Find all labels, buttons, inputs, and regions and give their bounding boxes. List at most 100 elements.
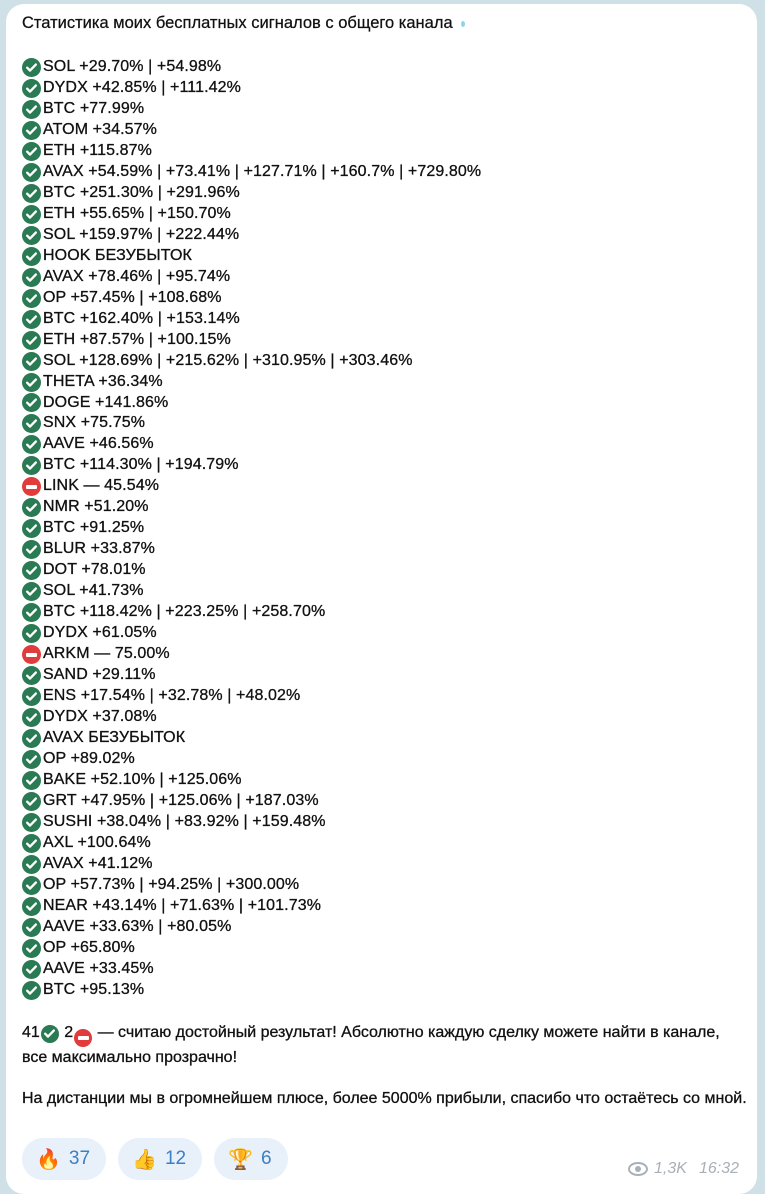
signal-row: AAVE +33.63% | +80.05% bbox=[22, 917, 481, 938]
reaction-button[interactable]: 🔥 37 bbox=[22, 1138, 107, 1180]
views-count: 1,3K bbox=[654, 1160, 687, 1177]
signal-text: OP +57.45% | +108.68% bbox=[43, 288, 222, 306]
signal-row: OP +57.73% | +94.25% | +300.00% bbox=[22, 875, 481, 896]
signal-text: SOL +29.70% | +54.98% bbox=[43, 58, 222, 75]
signal-row: SAND +29.11% bbox=[22, 665, 481, 686]
signal-row: BTC +95.13% bbox=[22, 980, 481, 1001]
check-icon bbox=[22, 435, 41, 455]
signal-row: SOL +128.69% | +215.62% | +310.95% | +30… bbox=[22, 351, 481, 372]
check-icon bbox=[22, 938, 41, 958]
signal-text: ETH +87.57% | +100.15% bbox=[43, 330, 231, 348]
signal-text: AVAX +41.12% bbox=[43, 854, 153, 872]
check-icon bbox=[22, 309, 41, 329]
signal-text: BAKE +52.10% | +125.06% bbox=[43, 770, 242, 788]
check-icon bbox=[22, 204, 41, 224]
check-icon bbox=[22, 141, 41, 161]
reaction-button[interactable]: 🏆 6 bbox=[214, 1138, 288, 1180]
signal-row: DOGE +141.86% bbox=[22, 393, 481, 414]
signal-text: SOL +128.69% | +215.62% | +310.95% | +30… bbox=[43, 351, 413, 369]
check-icon bbox=[22, 246, 41, 266]
signal-text: OP +65.80% bbox=[43, 938, 135, 956]
signal-text: ARKM — 75.00% bbox=[43, 645, 170, 663]
signal-text: OP +57.73% | +94.25% | +300.00% bbox=[43, 875, 300, 893]
summary-text: 41 2 — считаю достойный результат! Абсол… bbox=[22, 1024, 720, 1066]
check-icon bbox=[22, 498, 41, 518]
check-icon bbox=[22, 666, 41, 686]
signal-row: SNX +75.75% bbox=[22, 413, 481, 434]
signal-text: BTC +251.30% | +291.96% bbox=[43, 183, 240, 201]
check-icon bbox=[22, 791, 41, 811]
reaction-button[interactable]: 👍 12 bbox=[118, 1138, 203, 1180]
signal-text: ETH +115.87% bbox=[43, 141, 152, 159]
signal-row: AXL +100.64% bbox=[22, 833, 481, 854]
signal-row: BTC +251.30% | +291.96% bbox=[22, 183, 481, 204]
signal-row: DOT +78.01% bbox=[22, 560, 481, 581]
signal-row: ATOM +34.57% bbox=[22, 120, 481, 141]
signal-row: BTC +114.30% | +194.79% bbox=[22, 455, 481, 476]
signal-text: GRT +47.95% | +125.06% | +187.03% bbox=[43, 791, 319, 809]
signal-row: ENS +17.54% | +32.78% | +48.02% bbox=[22, 686, 481, 707]
check-icon bbox=[22, 519, 41, 539]
signal-text: SOL +159.97% | +222.44% bbox=[43, 225, 240, 243]
signal-text: AAVE +46.56% bbox=[43, 435, 154, 453]
check-icon bbox=[22, 540, 41, 560]
signal-row: SOL +159.97% | +222.44% bbox=[22, 225, 481, 246]
check-icon bbox=[22, 372, 41, 392]
signal-text: AAVE +33.63% | +80.05% bbox=[43, 917, 232, 935]
check-icon bbox=[22, 120, 41, 140]
signal-text: LINK — 45.54% bbox=[43, 477, 160, 495]
check-icon bbox=[22, 624, 41, 644]
check-icon bbox=[22, 162, 41, 182]
signal-row: AVAX +78.46% | +95.74% bbox=[22, 267, 481, 288]
signal-text: AVAX +54.59% | +73.41% | +127.71% | +160… bbox=[43, 162, 482, 180]
check-icon bbox=[22, 288, 41, 308]
trophy-icon: 🏆 bbox=[228, 1148, 253, 1171]
reaction-count: 12 bbox=[164, 1148, 187, 1169]
closing-text: На дистанции мы в огромнейшем плюсе, бол… bbox=[22, 1090, 747, 1107]
signal-text: NEAR +43.14% | +71.63% | +101.73% bbox=[43, 896, 322, 914]
signal-row: AAVE +46.56% bbox=[22, 434, 481, 455]
check-icon bbox=[22, 833, 41, 853]
message-title: Статистика моих бесплатных сигналов с об… bbox=[22, 14, 465, 33]
check-icon bbox=[22, 687, 41, 707]
signal-text: DOT +78.01% bbox=[43, 561, 146, 579]
signal-row: LINK — 45.54% bbox=[22, 476, 481, 497]
reaction-count: 37 bbox=[68, 1148, 91, 1169]
signal-row: BLUR +33.87% bbox=[22, 539, 481, 560]
signal-row: SUSHI +38.04% | +83.92% | +159.48% bbox=[22, 812, 481, 833]
signal-text: ETH +55.65% | +150.70% bbox=[43, 204, 231, 222]
signal-text: DYDX +61.05% bbox=[43, 624, 157, 642]
check-icon bbox=[22, 456, 41, 476]
check-icon bbox=[22, 183, 41, 203]
signal-row: THETA +36.34% bbox=[22, 372, 481, 393]
check-icon bbox=[22, 57, 41, 77]
signal-row: BAKE +52.10% | +125.06% bbox=[22, 770, 481, 791]
signal-row: DYDX +61.05% bbox=[22, 623, 481, 644]
check-icon bbox=[22, 330, 41, 350]
signal-text: BTC +91.25% bbox=[43, 519, 145, 537]
check-icon bbox=[22, 875, 41, 895]
signal-row: GRT +47.95% | +125.06% | +187.03% bbox=[22, 791, 481, 812]
signal-text: DOGE +141.86% bbox=[43, 393, 169, 411]
signal-text: BTC +114.30% | +194.79% bbox=[43, 456, 239, 474]
check-icon bbox=[22, 854, 41, 874]
check-icon bbox=[22, 812, 41, 832]
thumbs-up-icon: 👍 bbox=[132, 1148, 157, 1171]
signal-text: BLUR +33.87% bbox=[43, 540, 155, 558]
check-icon bbox=[22, 78, 41, 98]
eye-icon bbox=[628, 1162, 649, 1176]
check-icon bbox=[22, 267, 41, 287]
signal-text: SOL +41.73% bbox=[43, 582, 144, 600]
check-icon bbox=[40, 1024, 59, 1043]
signal-row: NEAR +43.14% | +71.63% | +101.73% bbox=[22, 896, 481, 917]
signal-text: BTC +118.42% | +223.25% | +258.70% bbox=[43, 603, 326, 621]
signal-row: AAVE +33.45% bbox=[22, 959, 481, 980]
signal-row: BTC +91.25% bbox=[22, 518, 481, 539]
signal-row: ARKM — 75.00% bbox=[22, 644, 481, 665]
signal-text: SNX +75.75% bbox=[43, 414, 146, 432]
drop-icon bbox=[460, 20, 465, 27]
reaction-count: 6 bbox=[261, 1148, 272, 1169]
stop-icon bbox=[22, 645, 41, 665]
check-icon bbox=[22, 896, 41, 916]
signal-text: AVAX +78.46% | +95.74% bbox=[43, 267, 231, 285]
